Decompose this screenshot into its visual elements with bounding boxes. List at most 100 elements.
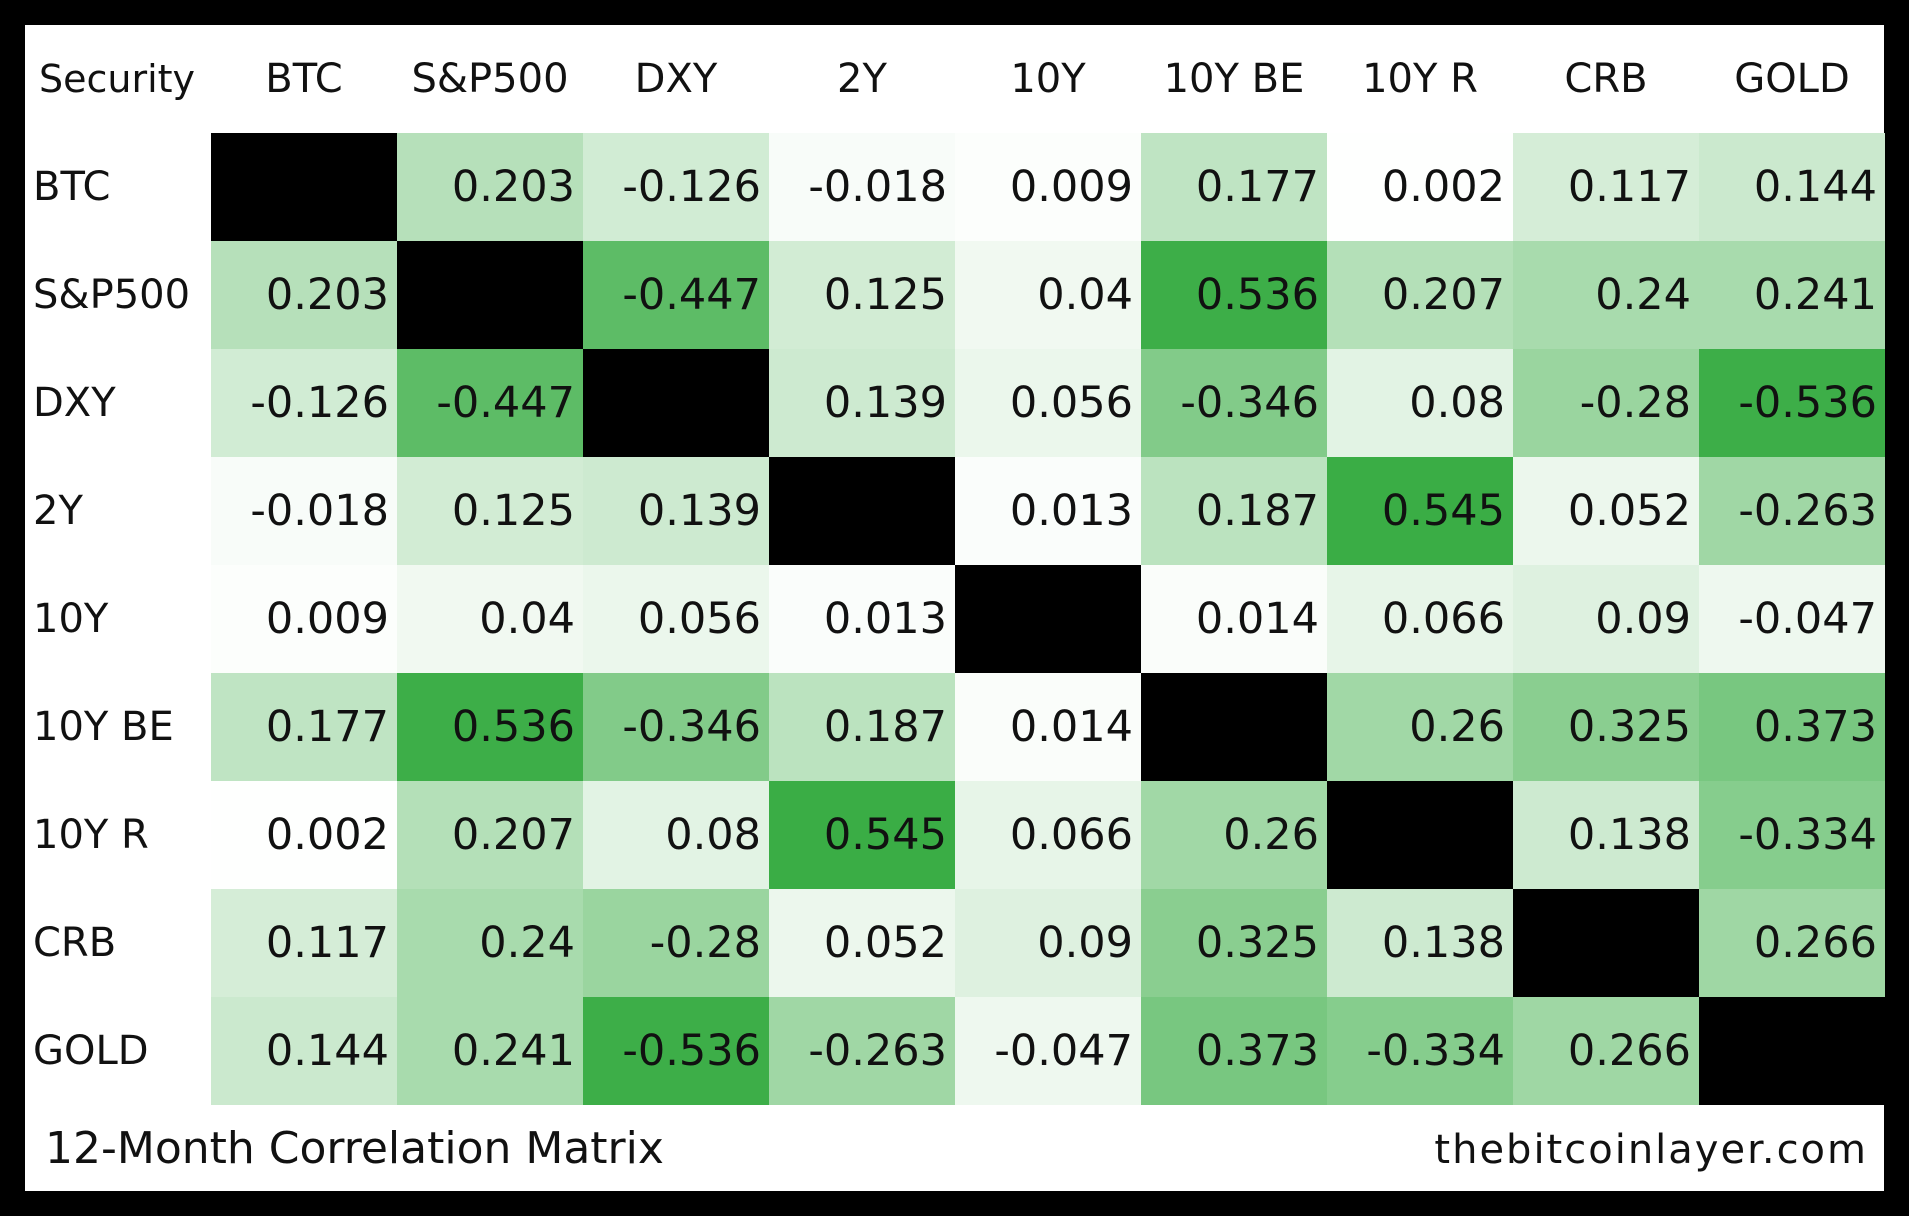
matrix-cell: -0.047 [955,997,1141,1105]
matrix-cell: 0.26 [1141,781,1327,889]
row-header: BTC [33,164,111,210]
diagonal-cell [397,241,583,349]
matrix-cell: 0.125 [397,457,583,565]
matrix-cell: 0.002 [1327,133,1513,241]
matrix-cell: 0.139 [583,457,769,565]
matrix-cell: 0.09 [1513,565,1699,673]
matrix-cell: 0.066 [1327,565,1513,673]
matrix-cell: 0.24 [1513,241,1699,349]
matrix-cell: -0.263 [1699,457,1885,565]
column-header: CRB [1564,56,1648,102]
matrix-cell: 0.536 [1141,241,1327,349]
matrix-cell: 0.325 [1141,889,1327,997]
matrix-cell: 0.013 [955,457,1141,565]
matrix-cell: 0.177 [1141,133,1327,241]
column-header: 10Y BE [1163,56,1305,102]
matrix-cell: 0.009 [955,133,1141,241]
matrix-cell: 0.545 [769,781,955,889]
diagonal-cell [211,133,397,241]
matrix-cell: -0.126 [583,133,769,241]
matrix-cell: 0.144 [211,997,397,1105]
diagonal-cell [1141,673,1327,781]
matrix-cell: 0.08 [583,781,769,889]
matrix-cell: -0.018 [769,133,955,241]
column-header: 10Y [1010,56,1086,102]
row-header: CRB [33,920,117,966]
matrix-cell: 0.002 [211,781,397,889]
matrix-cell: 0.139 [769,349,955,457]
matrix-cell: 0.325 [1513,673,1699,781]
matrix-cell: 0.266 [1513,997,1699,1105]
matrix-cell: -0.28 [583,889,769,997]
matrix-cell: -0.346 [583,673,769,781]
matrix-cell: -0.346 [1141,349,1327,457]
row-header: GOLD [33,1028,149,1074]
matrix-cell: 0.066 [955,781,1141,889]
matrix-cell: 0.014 [955,673,1141,781]
site-credit: thebitcoinlayer.com [1434,1127,1868,1173]
matrix-cell: 0.138 [1513,781,1699,889]
matrix-cell: 0.545 [1327,457,1513,565]
matrix-cell: 0.056 [583,565,769,673]
matrix-cell: 0.373 [1699,673,1885,781]
diagonal-cell [1327,781,1513,889]
matrix-cell: 0.08 [1327,349,1513,457]
matrix-cell: -0.334 [1699,781,1885,889]
matrix-cell: 0.203 [397,133,583,241]
matrix-cell: -0.447 [397,349,583,457]
row-header: 10Y [33,596,109,642]
diagonal-cell [1513,889,1699,997]
row-header: 10Y R [33,812,149,858]
row-header: DXY [33,380,116,426]
column-header: S&P500 [411,56,569,102]
row-header: S&P500 [33,272,191,318]
matrix-cell: 0.26 [1327,673,1513,781]
matrix-cell: 0.056 [955,349,1141,457]
matrix-cell: 0.203 [211,241,397,349]
matrix-cell: 0.207 [1327,241,1513,349]
matrix-cell: 0.04 [397,565,583,673]
matrix-cell: -0.536 [1699,349,1885,457]
matrix-cell: -0.447 [583,241,769,349]
diagonal-cell [1699,997,1885,1105]
matrix-cell: -0.536 [583,997,769,1105]
chart-frame: Security BTC S&P500 DXY 2Y 10Y 10Y BE 10Y R CRB G… [25,25,1885,1191]
matrix-cell: 0.536 [397,673,583,781]
column-header: 10Y R [1362,56,1478,102]
chart-footer: 12-Month Correlation Matrix thebitcoinla… [25,1107,1884,1191]
matrix-cell: 0.014 [1141,565,1327,673]
matrix-cell: 0.207 [397,781,583,889]
corner-label: Security [39,57,196,101]
matrix-cell: 0.09 [955,889,1141,997]
row-header: 10Y BE [33,704,174,750]
diagonal-cell [955,565,1141,673]
matrix-cell: 0.117 [1513,133,1699,241]
matrix-cell: 0.013 [769,565,955,673]
matrix-cell: 0.24 [397,889,583,997]
diagonal-cell [769,457,955,565]
matrix-cell: 0.052 [1513,457,1699,565]
matrix-cell: 0.04 [955,241,1141,349]
matrix-cell: 0.009 [211,565,397,673]
chart-title: 12-Month Correlation Matrix [45,1123,664,1174]
matrix-cell: -0.126 [211,349,397,457]
matrix-cell: 0.187 [1141,457,1327,565]
matrix-cell: 0.117 [211,889,397,997]
matrix-cell: 0.125 [769,241,955,349]
matrix-cell: -0.334 [1327,997,1513,1105]
matrix-cell: -0.018 [211,457,397,565]
matrix-cell: -0.047 [1699,565,1885,673]
matrix-cell: 0.144 [1699,133,1885,241]
matrix-cell: 0.266 [1699,889,1885,997]
column-header: GOLD [1734,56,1850,102]
matrix-cell: 0.241 [397,997,583,1105]
matrix-cell: -0.28 [1513,349,1699,457]
row-header: 2Y [33,488,83,534]
matrix-cell: 0.177 [211,673,397,781]
column-header: DXY [634,56,718,102]
matrix-cell: 0.138 [1327,889,1513,997]
column-header: BTC [265,56,343,102]
matrix-cell: 0.187 [769,673,955,781]
matrix-cell: -0.263 [769,997,955,1105]
matrix-cell: 0.373 [1141,997,1327,1105]
